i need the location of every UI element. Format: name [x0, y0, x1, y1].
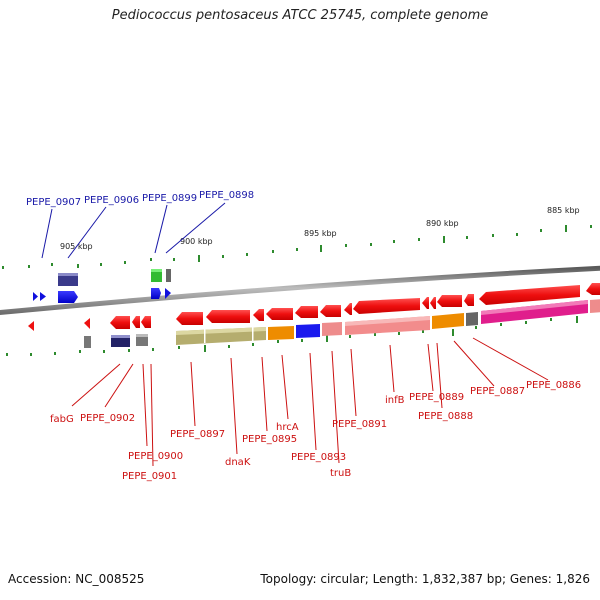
- feature-block: [590, 299, 600, 313]
- forward-strand-genes[interactable]: [0, 288, 171, 303]
- gene-arrow: [151, 288, 161, 299]
- gene-label: PEPE_0887: [470, 386, 525, 397]
- gene-arrow: [165, 288, 171, 299]
- forward-feature-row[interactable]: [58, 269, 171, 286]
- gene-arrow: [33, 292, 38, 301]
- gene-label: PEPE_0891: [332, 419, 387, 430]
- gene-arrow: [437, 295, 462, 307]
- feature-block: [176, 327, 266, 335]
- feature-block: [111, 335, 130, 338]
- feature-block: [166, 269, 171, 282]
- gene-label: PEPE_0901: [122, 471, 177, 482]
- gene-label: PEPE_0888: [418, 411, 473, 422]
- gene-label: dnaK: [225, 457, 251, 468]
- gene-arrow: [344, 303, 352, 315]
- genome-summary-text: Topology: circular; Length: 1,832,387 bp…: [260, 572, 590, 586]
- feature-block: [84, 336, 91, 348]
- genome-backbone: [0, 265, 600, 316]
- gene-arrow: [266, 308, 293, 320]
- scale-label-895: 895 kbp: [304, 229, 337, 238]
- gene-arrow: [84, 318, 90, 329]
- gene-arrow: [479, 285, 580, 305]
- gene-label: PEPE_0886: [526, 380, 581, 391]
- feature-block: [58, 273, 78, 286]
- gene-label: PEPE_0889: [409, 392, 464, 403]
- gene-arrow: [40, 292, 46, 301]
- gene-label: PEPE_0893: [291, 452, 346, 463]
- gene-label: PEPE_0907: [26, 197, 81, 208]
- gene-label: infB: [385, 395, 405, 406]
- gene-arrow: [353, 298, 420, 314]
- gene-arrow: [586, 283, 600, 295]
- forward-callout-lines: [41, 202, 226, 259]
- feature-block: [296, 324, 320, 338]
- scale-labels: 905 kbp 900 kbp 895 kbp 890 kbp 885 kbp: [60, 206, 580, 251]
- gene-label: PEPE_0900: [128, 451, 183, 462]
- reverse-feature-row[interactable]: [84, 299, 600, 348]
- map-title: Pediococcus pentosaceus ATCC 25745, comp…: [111, 8, 489, 23]
- reverse-strand-genes[interactable]: [28, 283, 600, 331]
- reverse-callout-lines: [71, 337, 549, 467]
- gene-arrow: [253, 309, 264, 321]
- gene-label: hrcA: [276, 422, 299, 433]
- accession-text: Accession: NC_008525: [8, 572, 145, 586]
- feature-block: [322, 322, 342, 336]
- inner-tick-row: [6, 316, 578, 356]
- reverse-gene-labels: fabG PEPE_0902 PEPE_0900 PEPE_0901 PEPE_…: [50, 380, 581, 482]
- gene-label: truB: [330, 468, 351, 479]
- scale-label-900: 900 kbp: [180, 237, 213, 246]
- gene-arrow: [320, 305, 341, 317]
- gene-arrow: [206, 310, 250, 323]
- feature-block: [151, 269, 162, 282]
- feature-block: [252, 327, 254, 341]
- feature-block: [466, 312, 478, 326]
- gene-label: fabG: [50, 414, 74, 425]
- gene-label: PEPE_0897: [170, 429, 225, 440]
- gene-arrow: [176, 312, 203, 325]
- gene-label: PEPE_0906: [84, 195, 139, 206]
- feature-block: [136, 334, 148, 337]
- feature-block: [481, 300, 588, 315]
- scale-label-885: 885 kbp: [547, 206, 580, 215]
- feature-block: [204, 329, 206, 343]
- gene-arrow: [132, 316, 140, 328]
- forward-gene-labels: PEPE_0907 PEPE_0906 PEPE_0899 PEPE_0898: [26, 190, 254, 208]
- gene-arrow: [28, 321, 34, 331]
- gene-arrow: [110, 316, 130, 329]
- gene-arrow: [58, 291, 78, 303]
- feature-block: [268, 326, 294, 340]
- gene-arrow: [422, 297, 429, 309]
- gene-label: PEPE_0898: [199, 190, 254, 201]
- feature-block: [58, 273, 78, 276]
- gene-label: PEPE_0902: [80, 413, 135, 424]
- feature-block: [151, 269, 162, 272]
- gene-label: PEPE_0895: [242, 434, 297, 445]
- feature-block: [345, 316, 430, 326]
- gene-arrow: [464, 294, 474, 306]
- gene-arrow: [295, 306, 318, 318]
- scale-label-890: 890 kbp: [426, 219, 459, 228]
- gene-arrow: [141, 316, 151, 328]
- outer-tick-row: [2, 225, 592, 269]
- gene-arrow: [430, 297, 436, 309]
- feature-block: [432, 313, 464, 329]
- gene-label: PEPE_0899: [142, 193, 197, 204]
